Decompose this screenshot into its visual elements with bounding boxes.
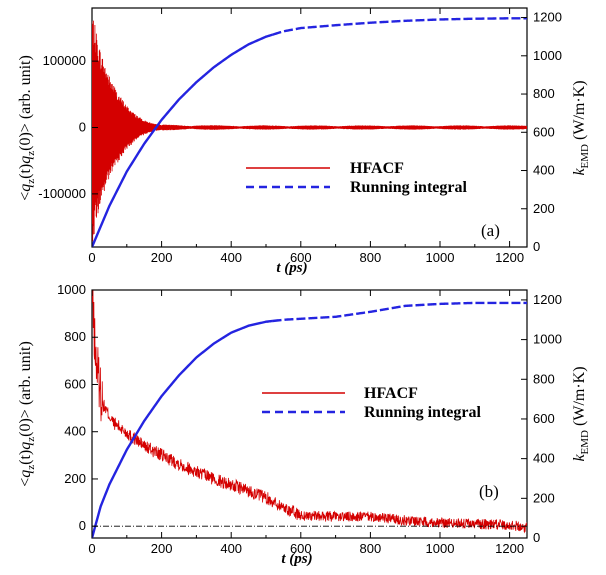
- series-running-integral-dashed: [272, 17, 527, 36]
- y2-tick-label: 1200: [533, 292, 562, 307]
- ticks-layer-a: 0 200 400 600 800 1000 1200 -100000 0 100000 0 200 4…: [38, 8, 562, 265]
- x-tick-label: 1000: [426, 541, 455, 556]
- x-tick-label: 600: [290, 250, 312, 265]
- panel-label-a: (a): [481, 221, 500, 240]
- y2-tick-label: 1200: [533, 10, 562, 25]
- y2-tick-label: 800: [533, 86, 555, 101]
- legend-label-hfacf-b: HFACF: [364, 385, 418, 402]
- series-layer-b: [92, 290, 527, 538]
- series-running-integral: [92, 319, 273, 538]
- y-tick-label: 100000: [43, 53, 86, 68]
- y-tick-label: 800: [64, 329, 86, 344]
- y-axis-label-right-a: kEMD (W/m·K): [571, 80, 591, 175]
- y-axis-label-left-b: <qz(t)qz(0)> (arb. unit): [17, 341, 37, 487]
- legend-label-running-b: Running integral: [364, 404, 481, 421]
- x-tick-label: 400: [220, 250, 242, 265]
- y-axis-label-left-a: <qz(t)qz(0)> (arb. unit): [17, 55, 37, 201]
- y-tick-label: 200: [64, 471, 86, 486]
- x-axis-label-a: t (ps): [276, 260, 307, 276]
- plot-area: [92, 290, 527, 538]
- y2-tick-label: 0: [533, 239, 540, 254]
- y-axis-label-right-b: kEMD (W/m·K): [571, 366, 591, 461]
- plot-area: [92, 17, 527, 247]
- y2-tick-label: 0: [533, 530, 540, 545]
- y2-tick-label: 400: [533, 451, 555, 466]
- x-tick-label: 0: [88, 250, 95, 265]
- panel-b: 0 200 400 600 800 1000 1200 0 200 400 600 800 1000 0 2…: [17, 282, 591, 567]
- y-tick-label: 1000: [57, 282, 86, 297]
- y-tick-label: -100000: [38, 186, 86, 201]
- x-tick-label: 0: [88, 541, 95, 556]
- x-tick-label: 1200: [495, 541, 524, 556]
- plot-frame-b: [91, 289, 528, 539]
- y2-tick-label: 1000: [533, 48, 562, 63]
- x-axis-label-b: t (ps): [281, 551, 312, 567]
- y2-tick-label: 1000: [533, 332, 562, 347]
- panel-a: 0 200 400 600 800 1000 1200 -100000 0 100000 0 200 4…: [17, 7, 591, 276]
- y2-tick-label: 600: [533, 124, 555, 139]
- x-tick-label: 1200: [495, 250, 524, 265]
- y2-tick-label: 800: [533, 371, 555, 386]
- y-tick-label: 0: [79, 120, 86, 135]
- series-layer-a: [92, 17, 527, 247]
- y2-tick-label: 400: [533, 163, 555, 178]
- series-hfacf: [92, 290, 527, 534]
- legend-label-running-a: Running integral: [350, 179, 467, 196]
- x-tick-label: 200: [151, 541, 173, 556]
- panel-label-b: (b): [479, 482, 499, 501]
- y-tick-label: 600: [64, 376, 86, 391]
- legend-label-hfacf-a: HFACF: [350, 160, 404, 177]
- x-tick-label: 1000: [426, 250, 455, 265]
- series-running-integral-dashed: [272, 301, 527, 323]
- series-running-integral: [92, 33, 273, 247]
- y-tick-label: 0: [79, 518, 86, 533]
- x-tick-label: 400: [220, 541, 242, 556]
- y2-tick-label: 600: [533, 411, 555, 426]
- x-tick-label: 600: [290, 541, 312, 556]
- x-tick-label: 800: [360, 250, 382, 265]
- ticks-layer-b: 0 200 400 600 800 1000 1200 0 200 400 600 800 1000 0 2…: [57, 282, 562, 556]
- y2-tick-label: 200: [533, 201, 555, 216]
- x-tick-label: 200: [151, 250, 173, 265]
- y-tick-label: 400: [64, 424, 86, 439]
- series-hfacf: [92, 20, 527, 242]
- x-tick-label: 800: [360, 541, 382, 556]
- y2-tick-label: 200: [533, 490, 555, 505]
